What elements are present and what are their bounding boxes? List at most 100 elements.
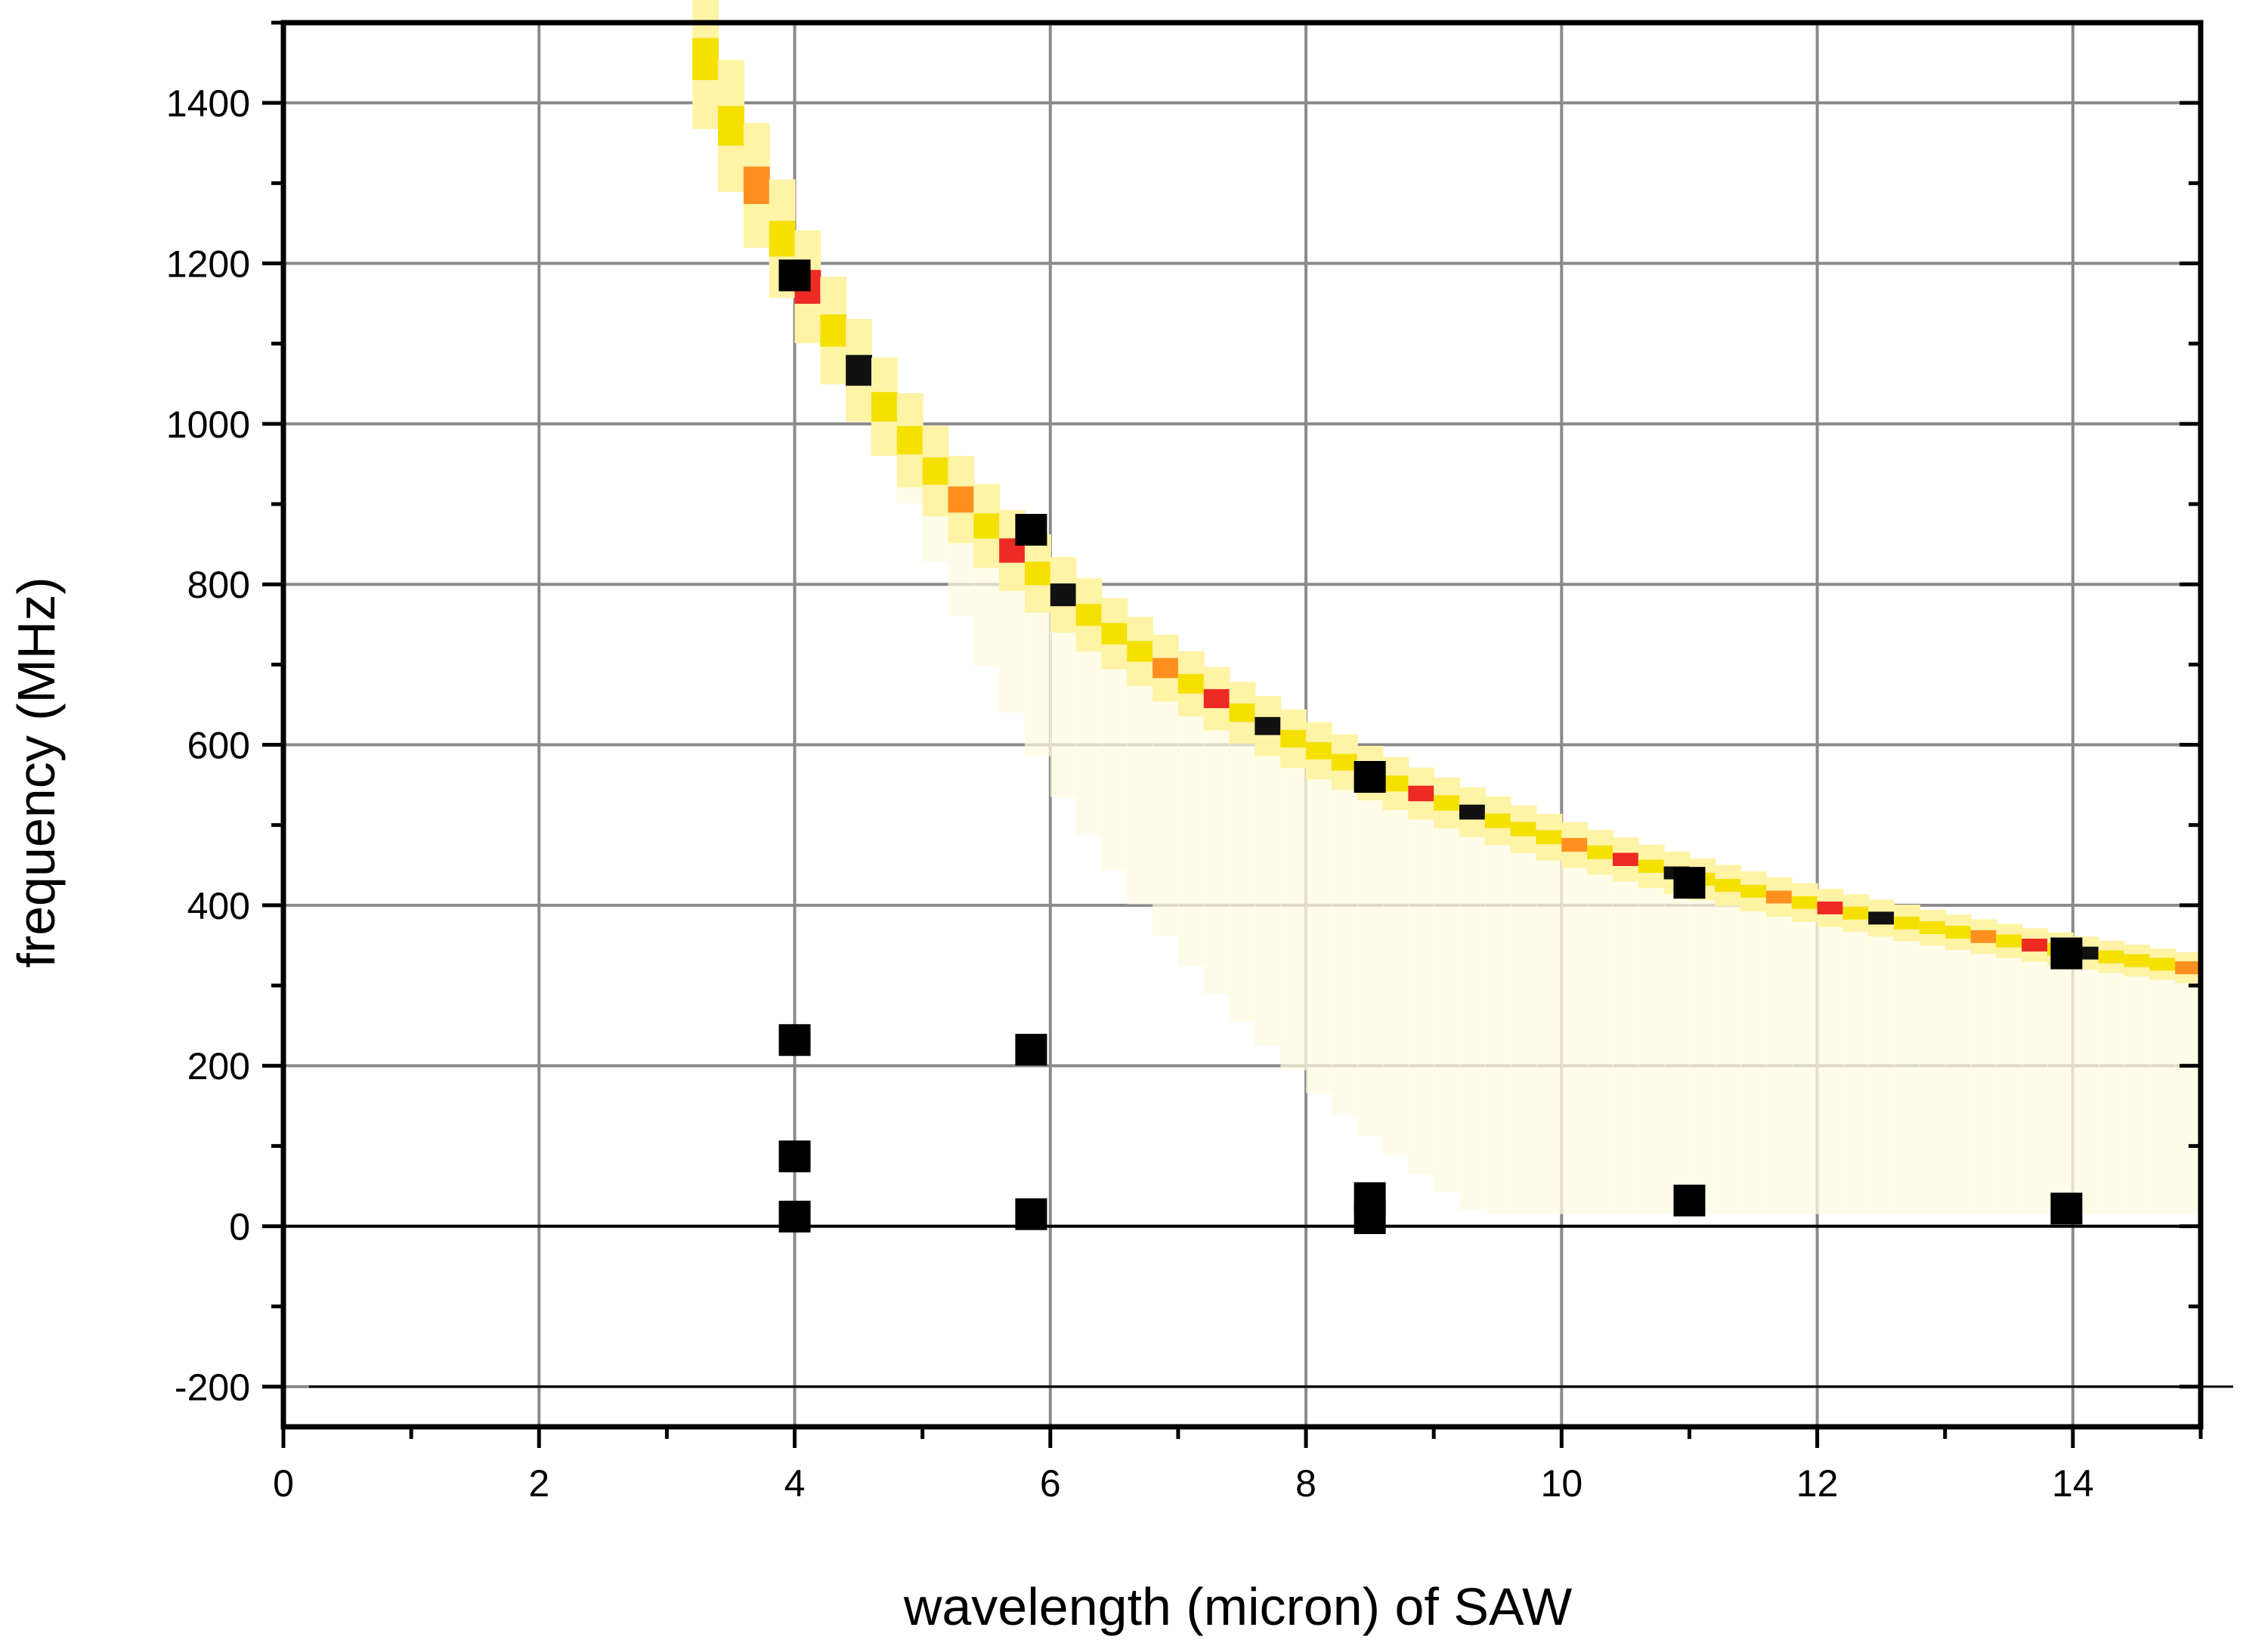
- y-tick-label: 800: [187, 564, 250, 606]
- heatmap-cell-diffuse: [2022, 959, 2049, 1214]
- heatmap-cell-core: [1561, 837, 1589, 852]
- heatmap-cell-core: [1791, 896, 1818, 909]
- heatmap-cell-core: [1177, 673, 1205, 694]
- heatmap-cell-core: [1050, 583, 1077, 607]
- heatmap-cell-core: [769, 221, 796, 257]
- heatmap-cell-diffuse: [1459, 832, 1486, 1210]
- data-point: [1673, 1184, 1706, 1217]
- heatmap-cell-diffuse: [1612, 877, 1639, 1214]
- heatmap-cell-core: [846, 354, 873, 386]
- data-point: [1354, 1202, 1386, 1234]
- heatmap-cell-diffuse: [1306, 774, 1332, 1094]
- heatmap-cell-core: [922, 457, 949, 485]
- heatmap-cell-core: [1944, 926, 1972, 939]
- y-tick-label: 400: [187, 885, 250, 927]
- heatmap-cell-diffuse: [1382, 806, 1409, 1155]
- heatmap-cell-diffuse: [1715, 902, 1742, 1214]
- data-point: [1015, 1198, 1047, 1230]
- heatmap-cell-core: [1970, 930, 1997, 943]
- heatmap-cell-core: [1434, 795, 1461, 811]
- x-axis-title: wavelength (micron) of SAW: [903, 1577, 1572, 1636]
- data-point: [1015, 1033, 1047, 1066]
- heatmap-cell-core: [1740, 884, 1767, 898]
- heatmap-cell-core: [820, 314, 847, 347]
- heatmap-cell-diffuse: [1791, 918, 1818, 1214]
- heatmap-cell-core: [1127, 641, 1154, 662]
- heatmap-cell-core: [1842, 906, 1870, 920]
- y-tick-label: 0: [229, 1206, 250, 1248]
- heatmap-cell-core: [1868, 911, 1895, 925]
- heatmap-cell-diffuse: [1970, 951, 1997, 1214]
- heatmap-cell-core: [2098, 950, 2125, 964]
- heatmap-cell-diffuse: [1689, 896, 1716, 1214]
- heatmap-cell-diffuse: [1536, 856, 1563, 1214]
- heatmap-cell-diffuse: [1408, 815, 1435, 1174]
- heatmap-cell-core: [1408, 785, 1435, 802]
- heatmap-cell-diffuse: [1357, 795, 1384, 1136]
- heatmap-cell-diffuse: [1868, 933, 1895, 1214]
- heatmap-cell-core: [1894, 916, 1920, 930]
- heatmap-cell-core: [1996, 934, 2023, 948]
- x-tick-label: 10: [1541, 1462, 1583, 1505]
- x-tick-label: 12: [1796, 1462, 1839, 1505]
- heatmap-cell-diffuse: [1817, 923, 1844, 1214]
- heatmap-cell-diffuse: [2149, 977, 2176, 1214]
- heatmap-cell-core: [1765, 890, 1793, 904]
- heatmap-cell-diffuse: [1229, 738, 1256, 1021]
- heatmap-cell-diffuse: [2098, 970, 2125, 1214]
- heatmap-cell-diffuse: [1740, 908, 1767, 1214]
- y-tick-labels: -200 0 200 400 600 800 1000 1200 1400: [166, 82, 250, 1409]
- heatmap-cell-diffuse: [2072, 967, 2099, 1214]
- heatmap-band: [692, 0, 2201, 1214]
- y-tick-label: 200: [187, 1045, 250, 1087]
- heatmap-cell-core: [896, 425, 923, 455]
- heatmap-cell-diffuse: [1075, 645, 1103, 835]
- heatmap-cell-diffuse: [1484, 840, 1511, 1214]
- heatmap-cell-diffuse: [1996, 954, 2023, 1214]
- heatmap-cell-core: [1715, 879, 1742, 893]
- y-tick-label: 600: [187, 725, 250, 767]
- grid-lines: [283, 23, 2201, 1427]
- heatmap-cell-core: [1382, 775, 1409, 792]
- x-tick-label: 0: [273, 1462, 294, 1505]
- heatmap-cell-core: [948, 486, 975, 513]
- y-tick-label: 1000: [166, 404, 250, 446]
- heatmap-cell-core: [1255, 716, 1282, 735]
- heatmap-cell-diffuse: [1944, 946, 1972, 1214]
- y-tick-label: -200: [175, 1366, 250, 1409]
- heatmap-cell-diffuse: [1842, 928, 1870, 1214]
- heatmap-cell-core: [1536, 830, 1563, 845]
- x-tick-label: 2: [528, 1462, 549, 1505]
- heatmap-cell-core: [1484, 813, 1511, 828]
- heatmap-cell-core: [1152, 657, 1179, 679]
- heatmap-cell-diffuse: [2175, 980, 2201, 1214]
- x-tick-label: 14: [2052, 1462, 2094, 1505]
- data-point: [778, 1024, 811, 1056]
- heatmap-cell-core: [1510, 821, 1537, 837]
- heatmap-cell-diffuse: [1331, 785, 1358, 1115]
- heatmap-cell-core: [1101, 623, 1128, 645]
- data-point: [1015, 514, 1047, 546]
- heatmap-cell-diffuse: [1255, 750, 1282, 1047]
- x-tick-label: 6: [1040, 1462, 1061, 1505]
- heatmap-cell-diffuse: [1434, 824, 1461, 1193]
- heatmap-cell-diffuse: [1050, 626, 1077, 797]
- heatmap-cell-core: [1280, 729, 1307, 748]
- heatmap-cell-core: [718, 106, 744, 146]
- heatmap-cell-core: [2022, 939, 2049, 952]
- heatmap-cell-core: [1229, 703, 1256, 722]
- plot-frame: [280, 20, 2204, 1430]
- heatmap-cell-core: [1024, 561, 1051, 586]
- heatmap-cell-diffuse: [1663, 890, 1691, 1214]
- heatmap-cell-diffuse: [1280, 763, 1307, 1071]
- data-point: [778, 1200, 811, 1233]
- heatmap-cell-diffuse: [1894, 938, 1920, 1214]
- heatmap-cell-core: [1919, 921, 1946, 935]
- y-tick-label: 1400: [166, 82, 250, 125]
- data-point: [2050, 1193, 2083, 1225]
- heatmap-cell-diffuse: [1638, 884, 1665, 1214]
- heatmap-cell-diffuse: [1152, 695, 1179, 936]
- heatmap-cell-diffuse: [2047, 963, 2074, 1214]
- heatmap-cell-core: [1459, 804, 1486, 820]
